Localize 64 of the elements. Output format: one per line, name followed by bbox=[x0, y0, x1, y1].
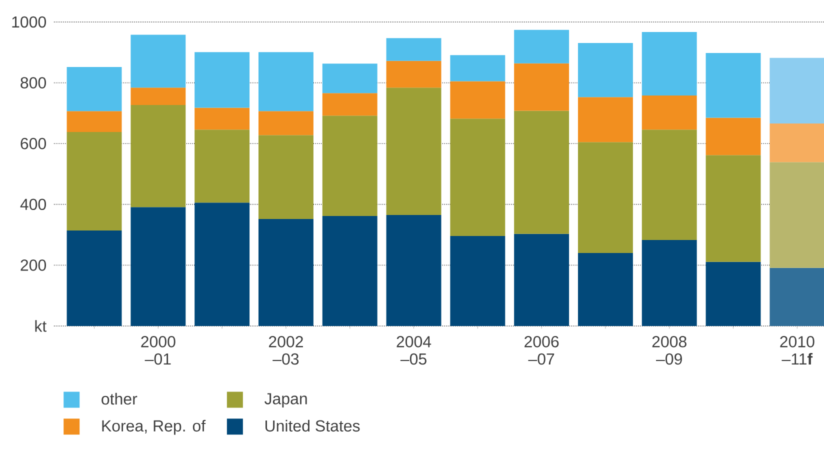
y-tick-label: 200 bbox=[20, 260, 46, 271]
bar bbox=[130, 104, 186, 208]
bar bbox=[578, 97, 633, 142]
bar bbox=[578, 42, 633, 98]
bar bbox=[514, 110, 570, 234]
bar bbox=[706, 53, 761, 118]
y-tick-label: kt bbox=[35, 320, 47, 332]
bar bbox=[514, 30, 570, 64]
bar bbox=[706, 155, 761, 262]
bar bbox=[194, 52, 250, 108]
bar bbox=[450, 236, 506, 326]
bar bbox=[386, 38, 442, 61]
bar bbox=[386, 215, 442, 326]
bar bbox=[194, 130, 250, 203]
bar bbox=[66, 66, 122, 112]
bar bbox=[130, 34, 186, 88]
bar bbox=[450, 81, 506, 119]
bar bbox=[770, 124, 824, 162]
x-tick-label: 2010 –11f bbox=[780, 336, 814, 365]
legend-label: other bbox=[102, 392, 138, 405]
bar bbox=[706, 262, 761, 326]
bar bbox=[642, 130, 697, 240]
bar bbox=[450, 118, 506, 236]
bar bbox=[386, 60, 442, 88]
bar bbox=[194, 108, 250, 130]
bar bbox=[66, 111, 122, 132]
bar bbox=[66, 132, 122, 231]
bar bbox=[770, 58, 824, 124]
bar bbox=[770, 162, 824, 268]
bar bbox=[258, 218, 314, 326]
bar bbox=[386, 88, 442, 216]
bar bbox=[322, 64, 378, 94]
bar bbox=[322, 216, 378, 326]
x-tick-label: 2002 –03 bbox=[268, 336, 303, 365]
bar bbox=[642, 96, 697, 130]
bar bbox=[258, 52, 314, 112]
x-tick-label: 2000 –01 bbox=[141, 336, 176, 365]
legend-label: United States bbox=[265, 420, 360, 432]
y-tick-label: 400 bbox=[20, 198, 46, 210]
y-tick-label: 800 bbox=[20, 77, 46, 88]
bar bbox=[770, 268, 824, 326]
bar bbox=[130, 207, 186, 326]
bar bbox=[706, 118, 761, 156]
bar bbox=[514, 63, 570, 111]
bar bbox=[514, 234, 570, 326]
x-tick-label: 2008 –09 bbox=[652, 336, 686, 365]
bar bbox=[578, 253, 633, 326]
bar bbox=[258, 111, 314, 136]
legend-label: Japan bbox=[264, 393, 307, 408]
x-tick-label: 2006 –07 bbox=[524, 336, 559, 365]
x-tick-label: 2004 –05 bbox=[396, 336, 432, 365]
bar bbox=[578, 142, 633, 254]
bar bbox=[258, 135, 314, 219]
bar bbox=[194, 202, 250, 326]
bar bbox=[66, 230, 122, 326]
bar bbox=[642, 240, 697, 326]
bar bbox=[130, 88, 186, 105]
legend-label: Korea, Rep. of bbox=[102, 420, 206, 435]
bar bbox=[450, 55, 506, 82]
y-tick-label: 1000 bbox=[12, 16, 46, 28]
bar bbox=[642, 32, 697, 96]
y-tick-label: 600 bbox=[20, 138, 46, 150]
bar bbox=[322, 93, 378, 116]
bar bbox=[322, 116, 378, 216]
